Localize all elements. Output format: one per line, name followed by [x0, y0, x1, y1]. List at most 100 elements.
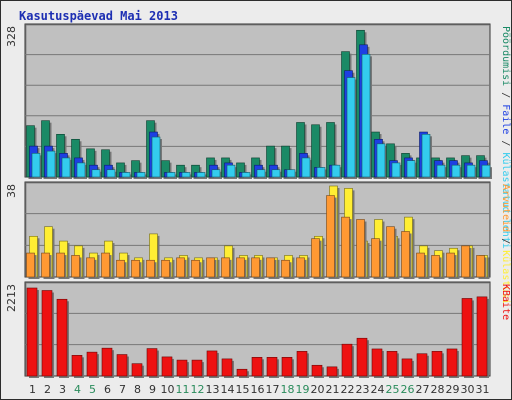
bar-files-20	[316, 167, 326, 178]
bar-kbytes-23	[356, 337, 368, 377]
bar-kbytes-8	[131, 363, 143, 377]
x-tick-22: 22	[341, 383, 355, 396]
ymax-label-bottom: 2213	[5, 284, 18, 312]
bar-hits-11	[176, 257, 185, 278]
x-tick-20: 20	[311, 383, 325, 396]
bar-files-9	[151, 136, 161, 178]
x-tick-6: 6	[104, 383, 111, 396]
x-tick-18: 18	[281, 383, 295, 396]
bar-files-6	[106, 169, 116, 178]
legend-entry: /	[500, 86, 511, 104]
x-tick-14: 14	[221, 383, 235, 396]
bar-kbytes-14	[221, 358, 233, 377]
x-tick-19: 19	[296, 383, 310, 396]
chart-title: Kasutuspäevad Mai 2013	[19, 9, 178, 23]
x-tick-12: 12	[191, 383, 205, 396]
bar-files-18	[286, 169, 296, 178]
bar-hits-22	[341, 216, 350, 278]
bar-hits-6	[101, 252, 110, 278]
x-tick-17: 17	[266, 383, 280, 396]
x-tick-26: 26	[401, 383, 415, 396]
bar-kbytes-13	[206, 350, 218, 377]
bar-hits-28	[431, 255, 440, 278]
bar-hits-8	[131, 259, 140, 278]
bar-hits-27	[416, 252, 425, 278]
bar-files-15	[241, 172, 251, 178]
legend-entry: Arvuteid	[500, 184, 511, 232]
bar-kbytes-5	[86, 351, 98, 377]
legend-entry: Külastusi	[500, 250, 511, 304]
bar-files-26	[406, 160, 416, 178]
x-tick-9: 9	[149, 383, 156, 396]
x-tick-4: 4	[74, 383, 81, 396]
bar-files-8	[136, 172, 146, 178]
bar-kbytes-2	[41, 290, 53, 377]
bar-hits-15	[236, 257, 245, 278]
bar-files-12	[196, 172, 206, 178]
bar-files-10	[166, 172, 176, 178]
bar-hits-4	[71, 255, 80, 278]
bar-kbytes-18	[281, 357, 293, 377]
bar-kbytes-15	[236, 368, 248, 377]
bar-kbytes-24	[371, 348, 383, 377]
bar-files-14	[226, 164, 236, 178]
legend-entry: Külastatud lehti	[500, 152, 511, 248]
x-tick-1: 1	[29, 383, 36, 396]
bar-hits-1	[26, 252, 35, 278]
x-tick-23: 23	[356, 383, 370, 396]
bar-hits-14	[221, 257, 230, 278]
bar-kbytes-26	[401, 358, 413, 377]
bar-files-29	[451, 164, 461, 178]
x-tick-21: 21	[326, 383, 340, 396]
bar-kbytes-16	[251, 357, 263, 377]
bar-files-1	[31, 153, 41, 178]
bar-files-25	[391, 162, 401, 178]
bar-files-17	[271, 169, 281, 178]
bar-kbytes-6	[101, 347, 113, 377]
bar-files-16	[256, 169, 266, 178]
bar-files-19	[301, 157, 311, 178]
bar-files-21	[331, 164, 341, 178]
bar-kbytes-21	[326, 366, 338, 377]
bar-hits-24	[371, 238, 380, 278]
x-tick-5: 5	[89, 383, 96, 396]
ymax-label-top: 328	[5, 26, 18, 47]
bar-hits-19	[296, 257, 305, 278]
bar-kbytes-3	[56, 298, 68, 377]
x-tick-8: 8	[134, 383, 141, 396]
bar-hits-3	[56, 252, 65, 278]
x-tick-29: 29	[446, 383, 460, 396]
bar-kbytes-17	[266, 357, 278, 377]
bar-kbytes-30	[461, 298, 473, 377]
bar-hits-17	[266, 257, 275, 278]
bar-hits-7	[116, 259, 125, 278]
bar-kbytes-22	[341, 343, 353, 377]
bar-kbytes-7	[116, 354, 128, 377]
bar-files-11	[181, 172, 191, 178]
bar-files-2	[46, 150, 56, 178]
x-tick-28: 28	[431, 383, 445, 396]
bar-kbytes-9	[146, 348, 158, 377]
bar-files-28	[436, 164, 446, 178]
bar-kbytes-4	[71, 355, 83, 377]
bar-kbytes-1	[26, 287, 38, 377]
bar-kbytes-20	[311, 364, 323, 377]
bar-files-31	[481, 164, 491, 178]
bar-hits-2	[41, 252, 50, 278]
x-tick-15: 15	[236, 383, 250, 396]
bar-kbytes-10	[161, 356, 173, 377]
legend-entry: /	[500, 232, 511, 250]
bar-hits-13	[206, 257, 215, 278]
legend-bottom: KBaite	[500, 284, 511, 320]
bar-kbytes-12	[191, 359, 203, 377]
bar-hits-25	[386, 226, 395, 278]
bar-hits-9	[146, 259, 155, 278]
bar-hits-31	[476, 255, 485, 278]
legend-entry: KBaite	[500, 284, 511, 320]
bar-files-5	[91, 169, 101, 178]
x-tick-25: 25	[386, 383, 400, 396]
x-tick-3: 3	[59, 383, 66, 396]
x-tick-10: 10	[161, 383, 175, 396]
bar-kbytes-31	[476, 296, 488, 377]
